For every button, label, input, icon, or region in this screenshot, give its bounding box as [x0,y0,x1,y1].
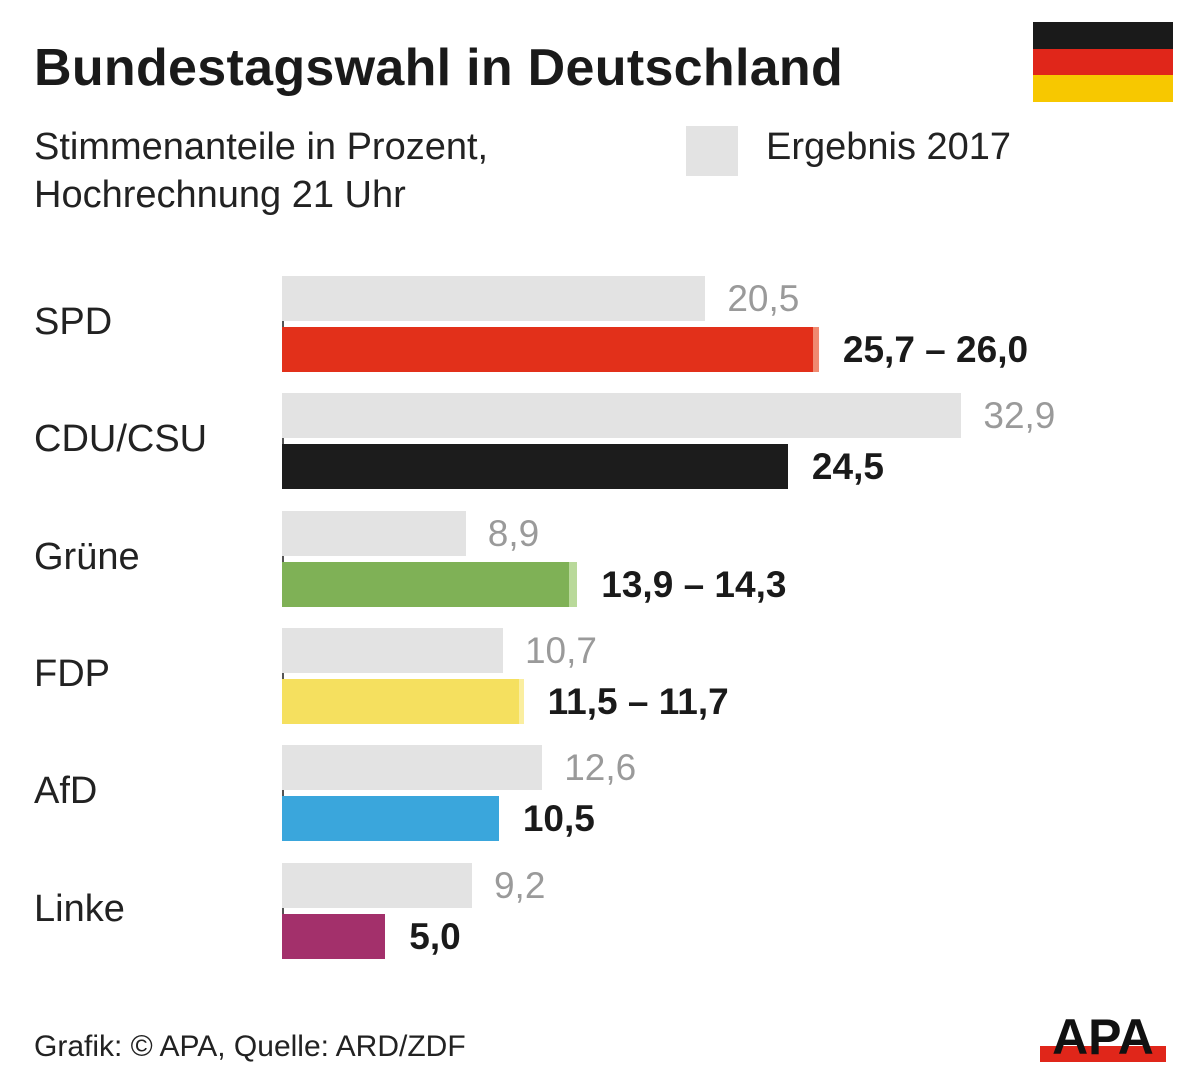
party-label: AfD [34,770,98,813]
bar-projection [282,913,386,959]
flag-stripe-gold [1033,75,1173,102]
value-label-2017: 9,2 [493,864,546,906]
value-label-projection: 11,5 – 11,7 [547,680,729,722]
baseline [282,276,284,372]
legend-swatch-2017 [686,126,738,176]
party-label: FDP [34,652,110,695]
party-label: SPD [34,301,113,343]
value-label-2017: 12,6 [564,747,637,789]
chart-subtitle-line2: Hochrechnung 21 Uhr [34,174,406,216]
apa-logo: APA [1040,1009,1166,1065]
bar-2017 [282,276,706,321]
value-label-projection: 10,5 [522,798,595,840]
bar-2017 [282,627,503,673]
baseline [282,510,284,607]
bar-2017 [282,393,962,439]
party-label: Grüne [34,535,140,578]
chart-subtitle-line1: Stimmenanteile in Prozent, [34,126,489,168]
value-label-projection: 13,9 – 14,3 [601,563,787,605]
baseline [282,745,284,842]
baseline [282,627,284,724]
svg-text:APA: APA [1052,1009,1154,1065]
value-label-projection: 24,5 [811,446,884,488]
baseline [282,393,284,490]
value-label-projection: 5,0 [409,915,461,957]
flag-stripe-black [1033,22,1173,49]
bar-projection [282,796,499,842]
baseline [282,862,284,959]
value-label-2017: 20,5 [727,278,800,319]
value-label-projection: 25,7 – 26,0 [842,329,1029,370]
bar-2017 [282,862,472,908]
bar-projection [282,561,570,607]
flag-stripe-red [1033,48,1173,76]
party-label: Linke [34,887,125,930]
bar-projection [282,444,788,490]
value-label-2017: 10,7 [524,629,597,671]
value-label-2017: 8,9 [487,512,540,554]
bar-projection [282,327,813,372]
party-label: CDU/CSU [34,418,208,461]
bar-2017 [282,745,543,791]
chart-title: Bundestagswahl in Deutschland [34,39,844,97]
bar-projection [282,678,520,724]
source-note: Grafik: © APA, Quelle: ARD/ZDF [34,1030,466,1063]
legend-label-2017: Ergebnis 2017 [766,126,1012,168]
bar-2017 [282,510,466,556]
german-flag-icon [1033,22,1173,102]
value-label-2017: 32,9 [983,395,1056,437]
